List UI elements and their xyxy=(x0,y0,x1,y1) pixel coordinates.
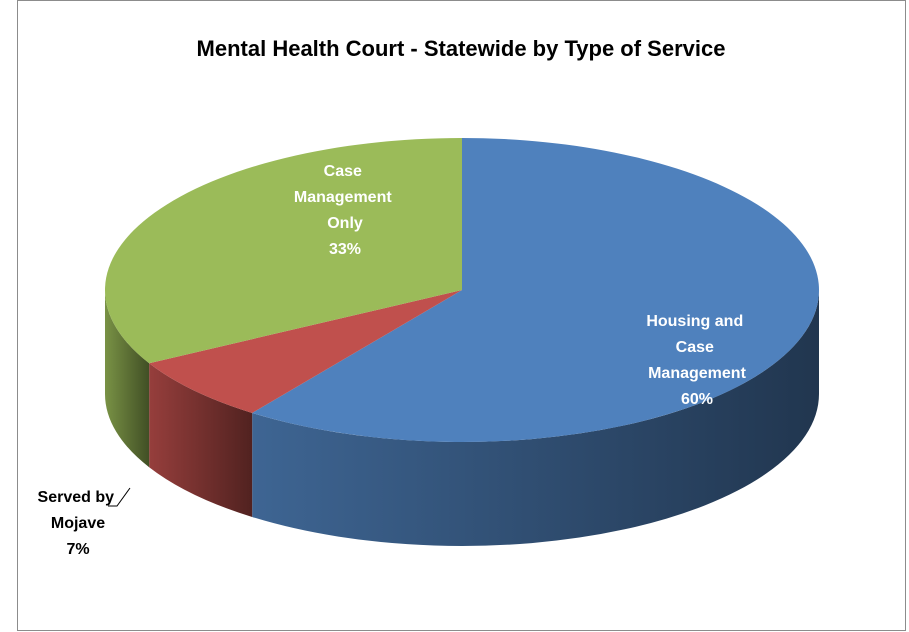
pie-slice xyxy=(104,138,463,364)
label-line: Case xyxy=(676,339,719,356)
slice-label: Case Management Only xyxy=(294,163,396,232)
slice-label: Housing and Case Management xyxy=(646,313,747,382)
label-line: Only xyxy=(327,215,363,232)
slice-value-label: 60% xyxy=(681,391,713,408)
slice-value-label: 33% xyxy=(329,241,361,258)
slice-value-label: 7% xyxy=(66,541,89,558)
chart-title: Mental Health Court - Statewide by Type … xyxy=(197,36,726,61)
slice-label: Served by Mojave xyxy=(38,489,119,532)
label-line: Management xyxy=(294,189,396,206)
pie-slice xyxy=(252,138,820,442)
label-line: Management xyxy=(648,365,746,382)
pie-slice xyxy=(149,290,462,413)
slice-side xyxy=(105,290,150,468)
slice-side xyxy=(252,290,820,546)
label-line: Served by xyxy=(38,489,119,506)
label-line: Mojave xyxy=(51,515,105,532)
label-line: Housing and xyxy=(646,313,747,330)
label-line: Case xyxy=(324,163,367,180)
slice-side xyxy=(149,363,253,517)
leader-line xyxy=(108,487,131,507)
